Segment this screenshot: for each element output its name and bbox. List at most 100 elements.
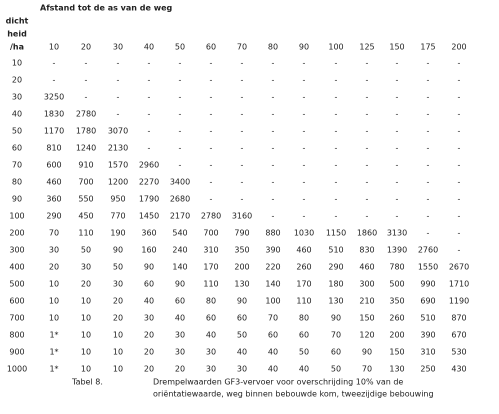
table-cell: - (179, 144, 182, 153)
table-cell: 130 (389, 365, 404, 374)
table-cell: 130 (234, 280, 249, 289)
caption-text: Drempelwaarden GF3-vervoer voor overschr… (153, 378, 403, 387)
table-cell: 10 (81, 365, 91, 374)
table-cell: - (335, 144, 338, 153)
table-cell: 1830 (44, 110, 64, 119)
table-cell: 10 (81, 348, 91, 357)
column-header: 70 (237, 43, 247, 52)
table-cell: 550 (78, 195, 93, 204)
row-header: heid (7, 30, 27, 39)
table-cell: 870 (451, 314, 466, 323)
table-cell: - (303, 110, 306, 119)
table-cell: - (148, 144, 151, 153)
table-cell: 150 (389, 348, 404, 357)
table-cell: 80 (206, 297, 216, 306)
table-cell: - (179, 59, 182, 68)
table-cell: 310 (203, 246, 218, 255)
table-cell: - (272, 93, 275, 102)
table-cell: - (303, 76, 306, 85)
table-cell: - (366, 212, 369, 221)
table-cell: 390 (265, 246, 280, 255)
table-cell: - (335, 212, 338, 221)
row-label: 700 (9, 314, 24, 323)
table-cell: 20 (144, 331, 154, 340)
table-cell: 30 (206, 348, 216, 357)
table-cell: - (427, 93, 430, 102)
table-cell: 60 (237, 314, 247, 323)
table-cell: 70 (331, 331, 341, 340)
table-cell: 30 (237, 365, 247, 374)
table-cell: - (366, 195, 369, 204)
table-cell: 110 (78, 229, 93, 238)
table-cell: 1030 (294, 229, 314, 238)
table-cell: 880 (265, 229, 280, 238)
row-label: 20 (12, 76, 22, 85)
table-cell: - (241, 195, 244, 204)
table-cell: 670 (451, 331, 466, 340)
table-cell: 190 (110, 229, 125, 238)
caption-text: oriëntatiewaarde, weg binnen bebouwde ko… (153, 390, 434, 399)
table-cell: 90 (175, 280, 185, 289)
table-cell: - (396, 76, 399, 85)
table-cell: 1* (49, 348, 58, 357)
table-cell: - (303, 195, 306, 204)
table-cell: - (458, 246, 461, 255)
table-cell: 810 (46, 144, 61, 153)
column-header: 150 (389, 43, 404, 52)
table-cell: - (458, 110, 461, 119)
table-cell: - (272, 144, 275, 153)
row-header: /ha (10, 43, 24, 52)
table-cell: 390 (420, 331, 435, 340)
table-cell: 700 (78, 178, 93, 187)
table-cell: 360 (141, 229, 156, 238)
table-cell: - (53, 59, 56, 68)
table-cell: 50 (299, 348, 309, 357)
table-cell: 80 (299, 314, 309, 323)
table-cell: 10 (81, 297, 91, 306)
table-cell: 530 (451, 348, 466, 357)
table-cell: 30 (49, 246, 59, 255)
table-cell: 70 (268, 314, 278, 323)
table-cell: - (85, 93, 88, 102)
table-cell: 20 (144, 365, 154, 374)
table-cell: - (272, 195, 275, 204)
table-cell: 1170 (44, 127, 64, 136)
table-cell: - (303, 144, 306, 153)
table-cell: 10 (81, 331, 91, 340)
row-header: dicht (6, 17, 29, 26)
table-cell: 20 (81, 280, 91, 289)
column-header: 20 (81, 43, 91, 52)
table-cell: - (335, 178, 338, 187)
table-cell: - (427, 161, 430, 170)
table-cell: 1860 (357, 229, 377, 238)
table-cell: 140 (172, 263, 187, 272)
table-cell: - (117, 76, 120, 85)
table-cell: 790 (234, 229, 249, 238)
table-cell: - (427, 110, 430, 119)
table-cell: 690 (420, 297, 435, 306)
table-cell: 30 (206, 365, 216, 374)
table-cell: - (210, 76, 213, 85)
table-cell: - (366, 144, 369, 153)
table-cell: - (335, 195, 338, 204)
table-cell: 180 (328, 280, 343, 289)
table-cell: 40 (237, 348, 247, 357)
row-label: 70 (12, 161, 22, 170)
row-label: 90 (12, 195, 22, 204)
table-cell: 40 (206, 331, 216, 340)
table-cell: 30 (81, 263, 91, 272)
table-cell: - (210, 144, 213, 153)
table-cell: 260 (389, 314, 404, 323)
table-cell: 150 (359, 314, 374, 323)
table-cell: 20 (113, 314, 123, 323)
table-cell: - (148, 127, 151, 136)
table-cell: 1710 (449, 280, 469, 289)
table-cell: - (396, 212, 399, 221)
table-cell: 60 (206, 314, 216, 323)
table-cell: 110 (296, 297, 311, 306)
table-cell: 1150 (326, 229, 346, 238)
table-cell: 1390 (387, 246, 407, 255)
table-cell: - (241, 93, 244, 102)
table-cell: 3070 (108, 127, 128, 136)
